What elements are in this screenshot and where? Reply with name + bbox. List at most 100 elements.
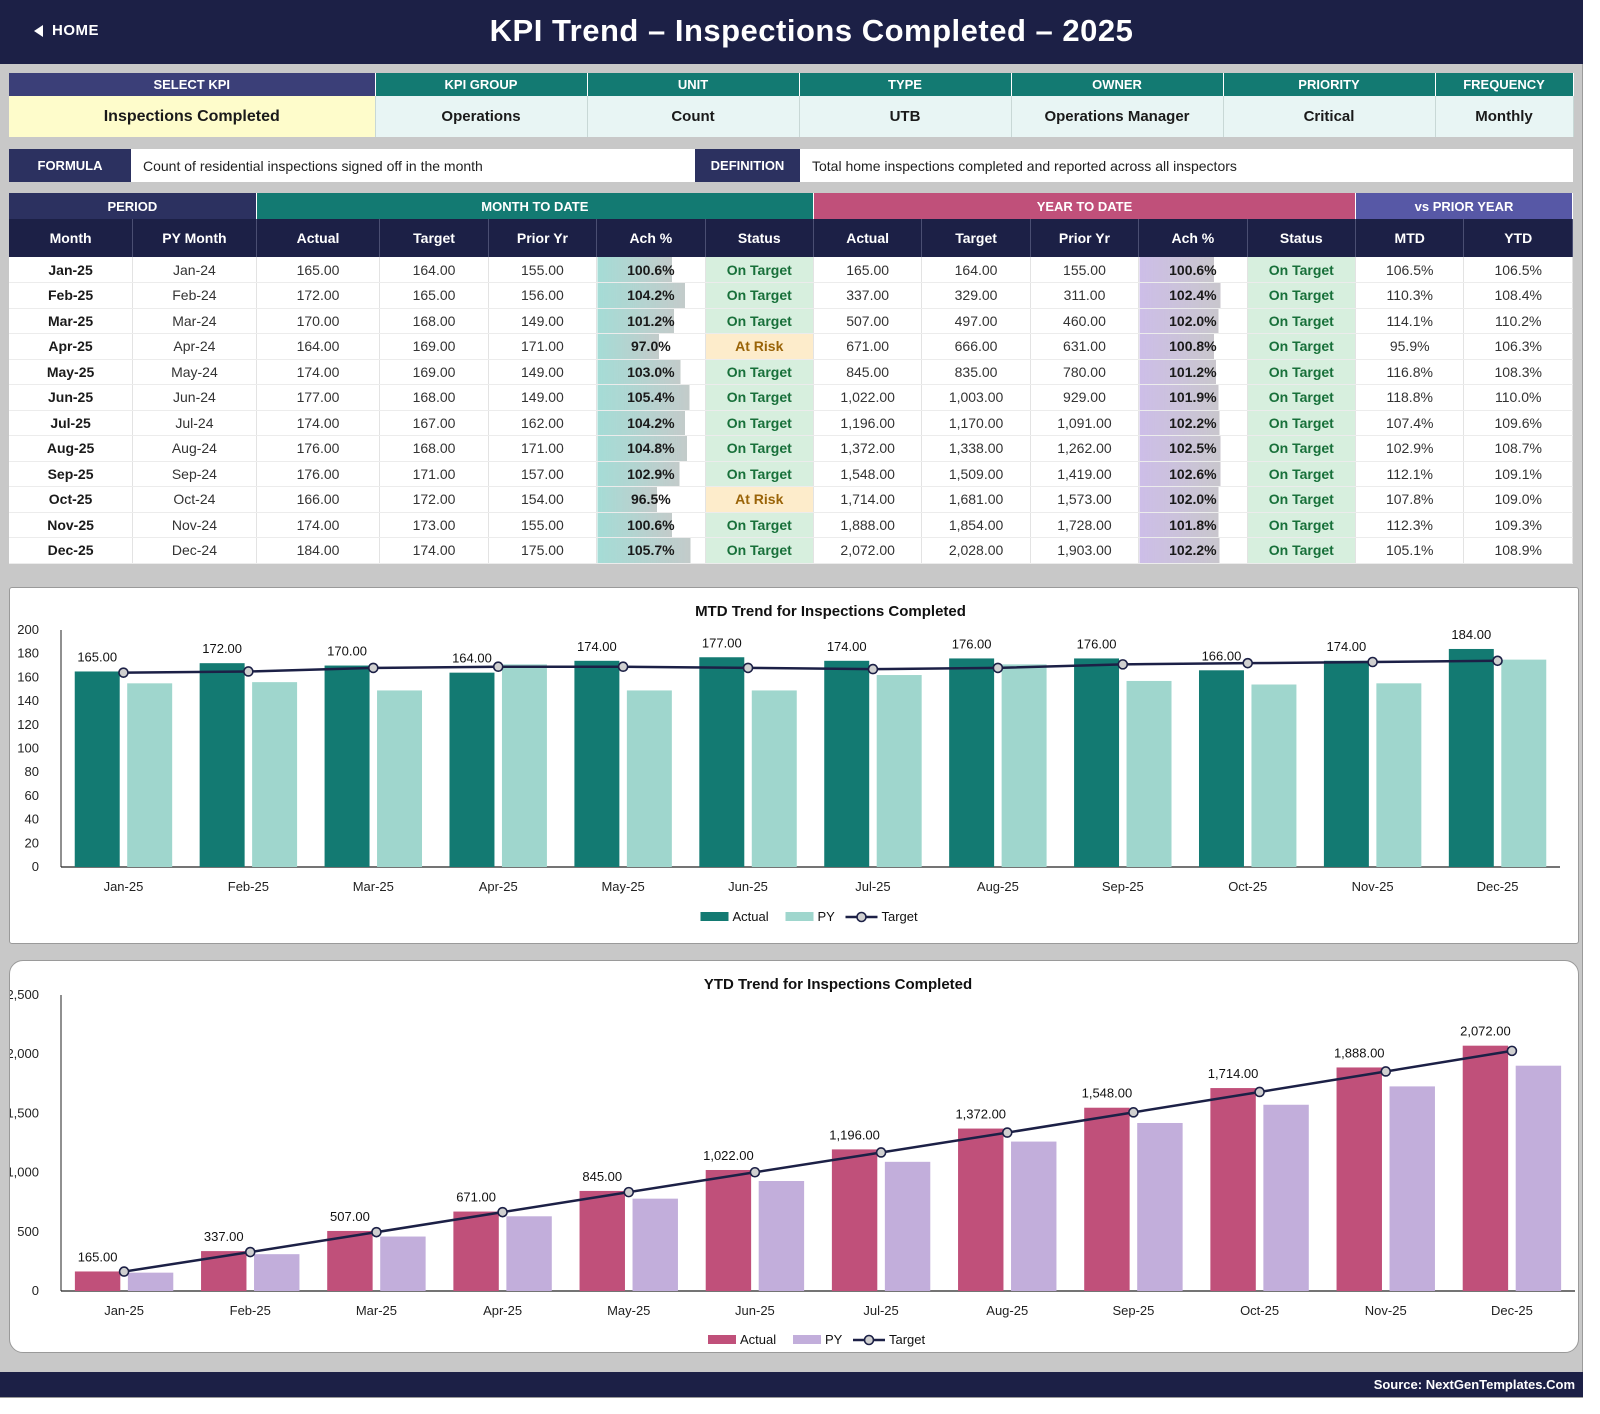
frequency-value: Monthly [1435, 96, 1574, 137]
cell-mtd-prior-yr: 171.00 [488, 333, 598, 360]
x-tick-label: Feb-25 [230, 1303, 271, 1318]
py-bar [758, 1181, 805, 1291]
cell-month: Aug-25 [9, 435, 134, 462]
cell-mtd-prior-yr: 156.00 [488, 282, 598, 309]
cell-mtd-actual: 170.00 [256, 308, 381, 334]
select-kpi-header: SELECT KPI [9, 73, 376, 96]
cell-ytd-status: On Target [1247, 257, 1357, 283]
cell-py-month: Oct-24 [132, 486, 257, 513]
col-header-vs-py-mtd: MTD [1355, 219, 1465, 257]
kpi-trend-table: PERIOD MONTH TO DATE YEAR TO DATE vs PRI… [9, 193, 1573, 564]
cell-mtd-target: 165.00 [379, 282, 489, 309]
actual-bar [453, 1211, 499, 1291]
table-row: Aug-25 Aug-24 176.00 168.00 171.00 104.8% On T… [9, 435, 1573, 462]
cell-month: May-25 [9, 359, 134, 385]
actual-bar [1462, 1045, 1509, 1291]
actual-bar [199, 663, 245, 867]
cell-vs-py-ytd: 108.3% [1463, 359, 1573, 385]
target-line [123, 659, 1498, 674]
x-tick-label: Jul-25 [855, 879, 890, 894]
target-marker [742, 662, 754, 674]
table-row: Jan-25 Jan-24 165.00 164.00 155.00 100.6% On T… [9, 257, 1573, 283]
actual-data-label: 170.00 [327, 644, 367, 659]
cell-ytd-ach: 101.8% [1138, 512, 1248, 538]
cell-mtd-prior-yr: 155.00 [488, 257, 598, 283]
kpi-selector[interactable]: Inspections Completed [9, 96, 376, 137]
cell-ytd-status: On Target [1247, 512, 1357, 538]
cell-ytd-actual: 1,196.00 [813, 410, 923, 436]
cell-mtd-target: 174.00 [379, 537, 489, 564]
x-tick-label: Mar-25 [356, 1303, 397, 1318]
cell-ytd-prior-yr: 929.00 [1030, 384, 1140, 411]
cell-month: Oct-25 [9, 486, 134, 513]
cell-mtd-ach: 104.2% [596, 282, 706, 309]
cell-ytd-ach: 102.5% [1138, 435, 1248, 462]
col-header-mtd-target: Target [379, 219, 489, 257]
y-tick-label: 160 [17, 669, 39, 684]
table-row: Feb-25 Feb-24 172.00 165.00 156.00 104.2% On T… [9, 282, 1573, 309]
target-marker [1367, 656, 1378, 668]
cell-ytd-status: On Target [1247, 359, 1357, 385]
actual-data-label: 165.00 [77, 649, 117, 664]
py-bar [254, 1254, 300, 1291]
cell-mtd-ach: 105.4% [596, 384, 706, 411]
target-marker [244, 1246, 256, 1258]
cell-vs-py-ytd: 109.6% [1463, 410, 1573, 436]
cell-ytd-actual: 507.00 [813, 308, 923, 334]
y-tick-label: 500 [17, 1224, 39, 1239]
priority-header: PRIORITY [1223, 73, 1436, 96]
table-row: Nov-25 Nov-24 174.00 173.00 155.00 100.6% On T… [9, 512, 1573, 538]
cell-mtd-status: On Target [705, 537, 814, 564]
cell-py-month: May-24 [132, 359, 257, 385]
cell-ytd-actual: 1,888.00 [813, 512, 923, 538]
home-button[interactable]: HOME [34, 22, 99, 39]
actual-bar [324, 665, 370, 867]
col-header-mtd-ach: Ach % [596, 219, 706, 257]
cell-mtd-status: At Risk [705, 333, 814, 360]
cell-month: Jun-25 [9, 384, 134, 411]
y-tick-label: 1,500 [10, 1105, 39, 1120]
home-label: HOME [52, 22, 99, 39]
legend-py-label: PY [818, 909, 836, 924]
cell-mtd-actual: 172.00 [256, 282, 381, 309]
actual-data-label: 1,372.00 [955, 1107, 1006, 1122]
py-bar [1011, 1141, 1057, 1291]
unit-value: Count [587, 96, 800, 137]
cell-vs-py-mtd: 95.9% [1355, 333, 1465, 360]
col-header-mtd-status: Status [705, 219, 814, 257]
ytd-trend-chart: YTD Trend for Inspections Completed 0 500 1… [9, 960, 1579, 1353]
cell-mtd-status: On Target [705, 282, 814, 309]
actual-bar [1074, 658, 1120, 867]
target-marker [367, 662, 379, 674]
target-marker [1117, 659, 1129, 670]
group-year-to-date: YEAR TO DATE [813, 193, 1357, 219]
cell-ytd-target: 835.00 [921, 359, 1031, 385]
actual-data-label: 671.00 [456, 1190, 496, 1205]
legend-target-marker [863, 1334, 875, 1346]
actual-bar [1448, 648, 1494, 867]
cell-month: Apr-25 [9, 333, 134, 360]
col-header-mtd-actual: Actual [256, 219, 381, 257]
cell-ytd-ach: 102.2% [1138, 410, 1248, 436]
cell-mtd-actual: 174.00 [256, 512, 381, 538]
x-tick-label: Nov-25 [1365, 1303, 1407, 1318]
cell-py-month: Jun-24 [132, 384, 257, 411]
cell-vs-py-ytd: 110.0% [1463, 384, 1573, 411]
cell-mtd-prior-yr: 175.00 [488, 537, 598, 564]
cell-vs-py-mtd: 107.8% [1355, 486, 1465, 513]
cell-vs-py-ytd: 108.4% [1463, 282, 1573, 309]
cell-ytd-actual: 845.00 [813, 359, 923, 385]
actual-bar [958, 1128, 1004, 1291]
cell-ytd-actual: 337.00 [813, 282, 923, 309]
target-marker [1506, 1045, 1518, 1057]
cell-py-month: Sep-24 [132, 461, 257, 487]
py-bar [876, 675, 922, 867]
legend-actual-label: Actual [740, 1332, 776, 1347]
table-row: Jul-25 Jul-24 174.00 167.00 162.00 104.2% On T… [9, 410, 1573, 436]
mtd-trend-chart: MTD Trend for Inspections Completed 0 20 40… [9, 587, 1579, 944]
actual-bar [574, 660, 620, 867]
cell-mtd-ach: 96.5% [596, 486, 706, 513]
x-tick-label: May-25 [607, 1303, 650, 1318]
legend-target-label: Target [882, 909, 919, 924]
cell-vs-py-mtd: 106.5% [1355, 257, 1465, 283]
